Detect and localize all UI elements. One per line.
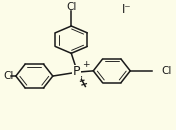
Text: Cl: Cl <box>4 71 14 81</box>
Text: P: P <box>73 65 80 78</box>
Text: Cl: Cl <box>66 2 76 12</box>
Text: I⁻: I⁻ <box>122 3 131 16</box>
Text: Cl: Cl <box>161 66 171 76</box>
Text: +: + <box>82 60 89 69</box>
